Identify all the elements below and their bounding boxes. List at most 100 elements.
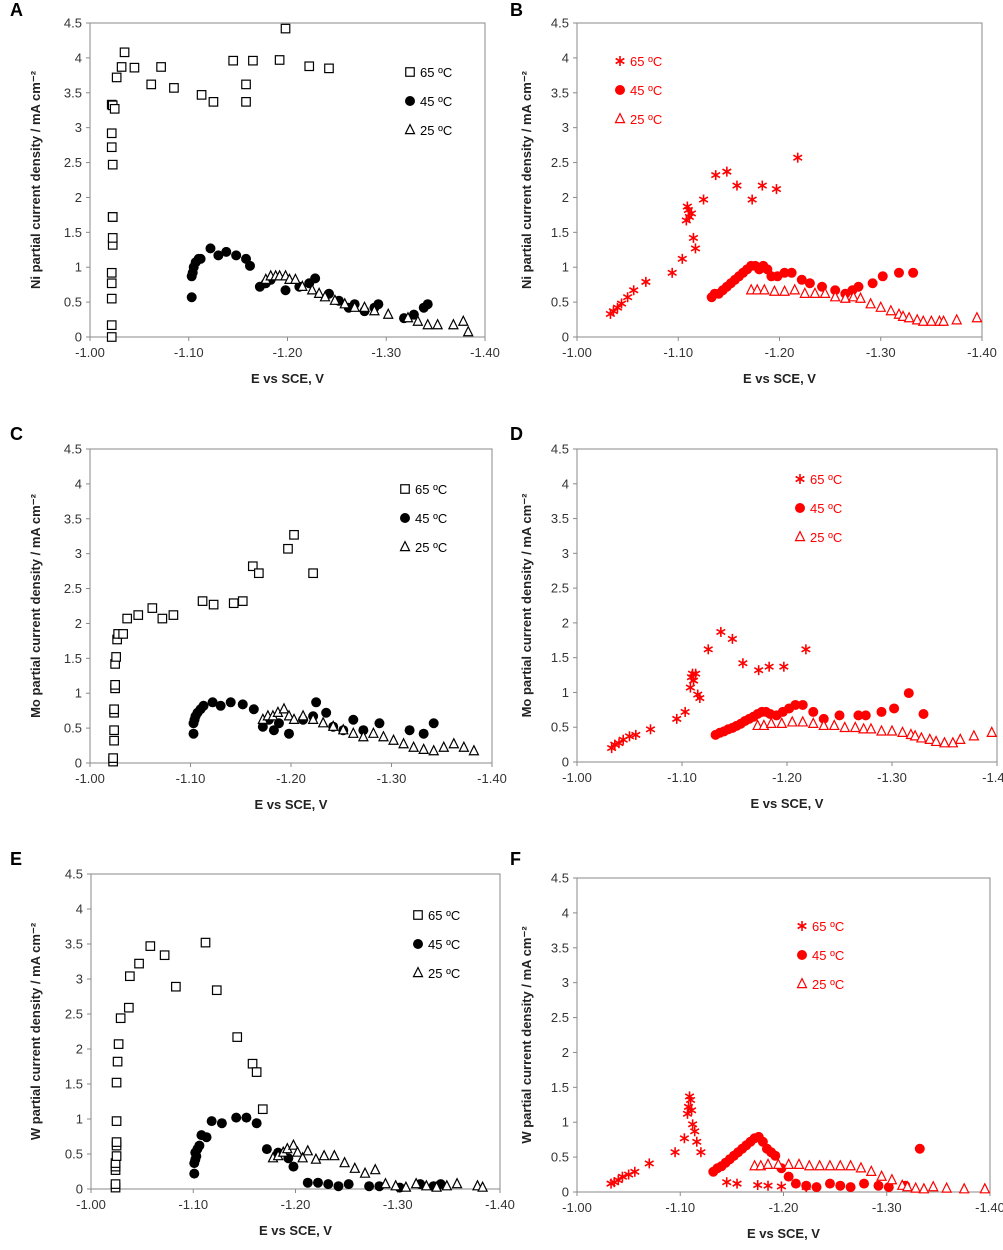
data-point (624, 731, 635, 742)
data-point (287, 1138, 299, 1150)
y-tick-label: 3.5 (65, 937, 83, 952)
data-point (232, 1032, 243, 1042)
data-point (304, 61, 315, 72)
data-point (333, 1181, 344, 1192)
data-point (819, 286, 831, 298)
data-point (752, 1180, 763, 1191)
data-point (809, 286, 821, 298)
data-point (914, 1143, 925, 1154)
data-point (111, 72, 122, 83)
y-tick-label: 3 (562, 546, 569, 561)
data-point (317, 716, 329, 728)
data-point (686, 1105, 697, 1116)
data-point (244, 260, 255, 271)
y-tick-label: 2 (562, 615, 569, 630)
y-axis-title: W partial current density / mA cm⁻² (28, 922, 43, 1140)
data-point (273, 718, 284, 729)
chart-panel-f: F 0 0.5 1 1.5 2 2.5 3 3.5 4 4.5 -1.00 -1.10 -1.20 -1.3… (510, 849, 1003, 1241)
data-point (783, 1171, 794, 1182)
data-point (310, 1152, 322, 1164)
data-point (216, 1118, 227, 1129)
data-point (830, 285, 841, 296)
data-point (382, 307, 394, 319)
data-point (688, 675, 699, 686)
y-tick-label: 4.5 (551, 16, 569, 31)
data-point (793, 1158, 805, 1169)
data-point (758, 719, 770, 731)
y-tick-label: 0 (75, 756, 82, 771)
data-point (374, 718, 385, 729)
data-point (818, 713, 829, 724)
data-point (818, 719, 830, 731)
series-25c (267, 1138, 489, 1192)
data-point (186, 292, 197, 303)
data-point (422, 318, 434, 330)
data-point (799, 286, 811, 298)
data-point (752, 719, 764, 731)
y-tick-label: 1 (562, 260, 569, 275)
data-point (422, 299, 433, 310)
data-point (803, 1159, 815, 1171)
data-point (431, 1180, 443, 1192)
data-point (903, 688, 914, 699)
data-point (630, 1166, 640, 1177)
data-point (146, 79, 157, 90)
y-tick-label: 4 (562, 50, 569, 65)
y-tick-label: 3 (76, 972, 83, 987)
data-point (400, 1180, 412, 1192)
data-point (159, 950, 170, 961)
data-point (310, 273, 321, 284)
data-point (911, 313, 923, 325)
data-point (106, 293, 117, 304)
x-tick-label: -1.40 (485, 1197, 515, 1212)
data-point (111, 1077, 122, 1088)
y-tick-label: 4.5 (64, 16, 82, 31)
x-tick-label: -1.40 (967, 345, 997, 360)
data-point (448, 737, 460, 749)
x-tick-label: -1.10 (178, 1197, 208, 1212)
data-point (280, 285, 291, 296)
x-tick-label: -1.40 (477, 771, 507, 786)
data-point (667, 267, 677, 278)
data-point (107, 212, 118, 222)
data-point (696, 1147, 706, 1158)
data-point (213, 250, 224, 261)
data-point (231, 1112, 242, 1123)
data-point (296, 280, 308, 291)
legend-label: 65 ºC (810, 472, 842, 487)
data-point (925, 314, 937, 326)
data-point (477, 1180, 489, 1192)
data-point (274, 55, 285, 65)
data-point (253, 568, 264, 579)
y-axis-title: Ni partial current density / mA cm⁻² (519, 70, 534, 289)
y-tick-label: 1 (562, 685, 569, 700)
data-point (123, 1002, 134, 1013)
data-point (339, 297, 351, 309)
data-point (829, 290, 841, 302)
chart-panel-a: A 0 0.5 1 1.5 2 2.5 3 3.5 4 4.5 -1.00 -1.10 -1.20 -1.3… (10, 0, 500, 386)
data-point (824, 1178, 835, 1189)
data-point (247, 561, 258, 572)
data-point (645, 724, 656, 735)
legend-label: 65 ºC (428, 908, 460, 923)
y-tick-label: 4 (76, 902, 83, 917)
data-point (979, 1182, 991, 1194)
data-point (312, 1177, 323, 1188)
data-point (865, 722, 877, 734)
y-tick-label: 2 (562, 190, 569, 205)
y-tick-label: 0.5 (65, 1147, 83, 1162)
data-point (380, 1177, 391, 1189)
y-tick-label: 2.5 (64, 155, 82, 170)
data-point (855, 1161, 867, 1173)
data-point (147, 603, 158, 613)
data-point (859, 1178, 870, 1189)
data-point (893, 267, 904, 278)
data-point (797, 715, 809, 727)
data-point (408, 309, 419, 320)
data-point (327, 719, 339, 731)
series-65c (110, 937, 268, 1193)
data-point (398, 737, 410, 749)
data-point (682, 1108, 693, 1119)
data-point (428, 744, 440, 756)
